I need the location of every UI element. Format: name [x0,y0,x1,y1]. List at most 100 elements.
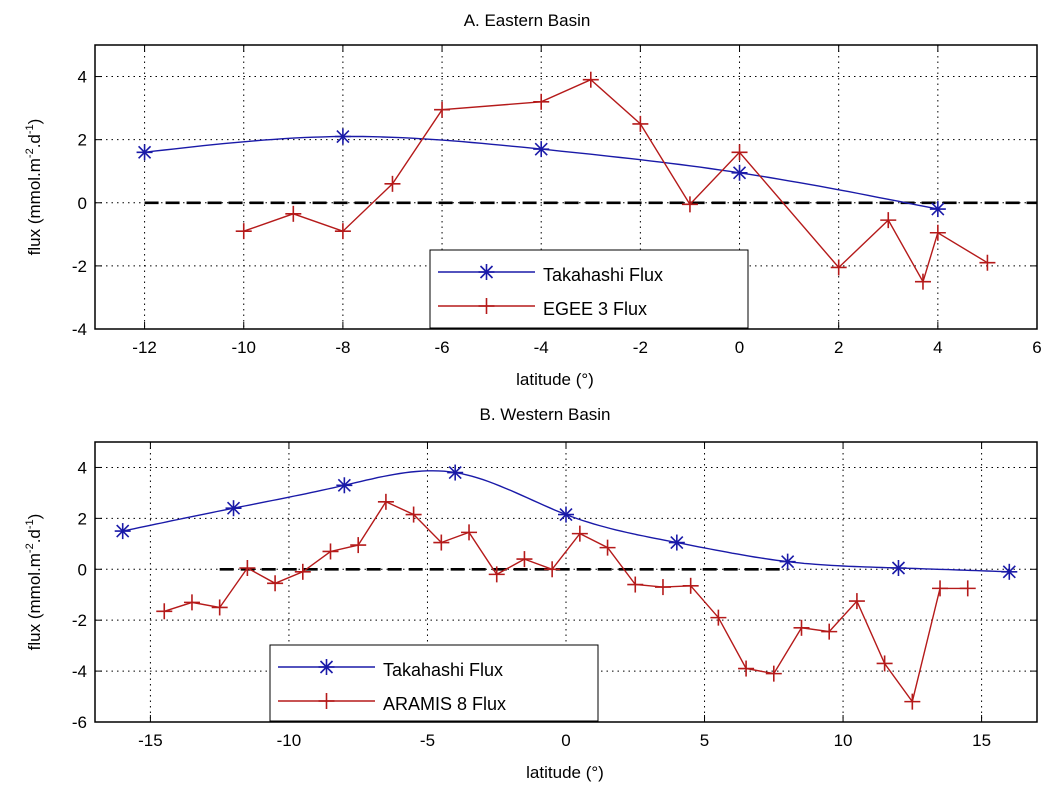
x-tick-label: -4 [534,338,549,357]
data-point [738,660,755,677]
x-tick-label: -2 [633,338,648,357]
y-tick-label: 2 [78,509,87,528]
data-point [932,580,949,597]
data-point [294,563,311,580]
data-point [929,224,946,241]
y-tick-label: 0 [78,560,87,579]
y-axis-label-mid: .d [25,134,44,148]
x-tick-label: 0 [561,731,570,750]
data-point [959,580,976,597]
y-axis-label: flux (mmol.m-2.d-1) [24,514,44,651]
chart-title: A. Eastern Basin [464,11,591,30]
y-tick-label: -4 [72,320,87,339]
plot-frame [94,44,1038,330]
data-point [979,254,996,271]
data-point [571,525,588,542]
chart-title: B. Western Basin [479,405,610,424]
data-point [334,223,351,240]
x-tick-labels: -12 -10 -8 -6 -4 -2 0 2 4 6 [132,338,1041,357]
data-point [779,553,796,570]
y-tick-labels: -4 -2 0 2 4 [72,68,87,339]
data-point [285,205,302,222]
legend-box [429,249,749,329]
data-point [183,594,200,611]
data-point [235,223,252,240]
data-point [405,506,422,523]
y-axis-label-sup1: -2 [24,148,36,158]
data-point [731,164,748,181]
legend-label-takahashi: Takahashi Flux [383,660,503,680]
x-tick-label: -10 [231,338,256,357]
data-point [904,693,921,710]
y-tick-label: 2 [78,131,87,150]
data-point [544,561,561,578]
data-point [627,576,644,593]
data-point [793,619,810,636]
y-axis-label-sup1: -2 [24,543,36,553]
x-tick-label: -5 [420,731,435,750]
data-point [821,623,838,640]
data-point [654,579,671,596]
x-tick-label: -10 [277,731,302,750]
panel-western-basin: B. Western Basin -15 -10 -5 0 5 10 15 -6 -4 -2 0 2… [24,405,1038,782]
x-tick-label: 5 [700,731,709,750]
legend-line-aramis8 [278,693,375,709]
data-point [461,524,478,541]
data-point [136,144,153,161]
y-tick-label: 0 [78,194,87,213]
data-point [731,144,748,161]
data-point [632,115,649,132]
x-axis-label: latitude (°) [526,763,604,782]
data-point [890,560,907,576]
data-point [384,175,401,192]
tick-marks [95,45,1038,330]
y-tick-label: -4 [72,662,87,681]
legend-marker [478,298,495,314]
data-point [876,655,893,672]
data-point [516,551,533,568]
x-tick-label: -12 [132,338,157,357]
y-axis-label-end: ) [25,119,44,125]
x-tick-labels: -15 -10 -5 0 5 10 15 [138,731,991,750]
data-point [434,101,451,118]
data-point [765,665,782,682]
legend: Takahashi Flux ARAMIS 8 Flux [269,644,599,722]
data-point [914,273,931,290]
legend-label-takahashi: Takahashi Flux [543,265,663,285]
legend-line-takahashi [438,264,535,280]
x-tick-label: -6 [434,338,449,357]
y-axis-label-end: ) [25,514,44,520]
legend-label-egee3: EGEE 3 Flux [543,299,647,319]
y-axis-label-main: flux (mmol.m [25,158,44,255]
y-tick-label: -2 [72,257,87,276]
data-point [322,543,339,560]
data-point [533,141,550,158]
data-point [929,201,946,218]
data-point [488,566,505,583]
legend-box [269,644,599,722]
x-tick-label: 0 [735,338,744,357]
y-tick-label: -2 [72,611,87,630]
legend-marker [318,659,335,675]
x-tick-label: 2 [834,338,843,357]
data-point [114,523,131,540]
x-tick-label: 15 [972,731,991,750]
data-point [830,259,847,276]
legend: Takahashi Flux EGEE 3 Flux [429,249,749,329]
y-axis-label-sup2: -1 [24,519,36,529]
data-point [239,560,256,576]
y-tick-labels: -6 -4 -2 0 2 4 [72,458,87,732]
data-point [350,537,367,554]
data-point [1001,563,1018,580]
data-point [377,493,394,510]
x-tick-label: -15 [138,731,163,750]
x-tick-label: 6 [1032,338,1041,357]
legend-line-takahashi [278,659,375,675]
data-point [880,212,897,229]
data-point [211,599,228,616]
y-axis-label-mid: .d [25,529,44,543]
series-layer [114,464,1018,710]
legend-marker [318,693,335,709]
series-line-cruise [164,500,968,704]
